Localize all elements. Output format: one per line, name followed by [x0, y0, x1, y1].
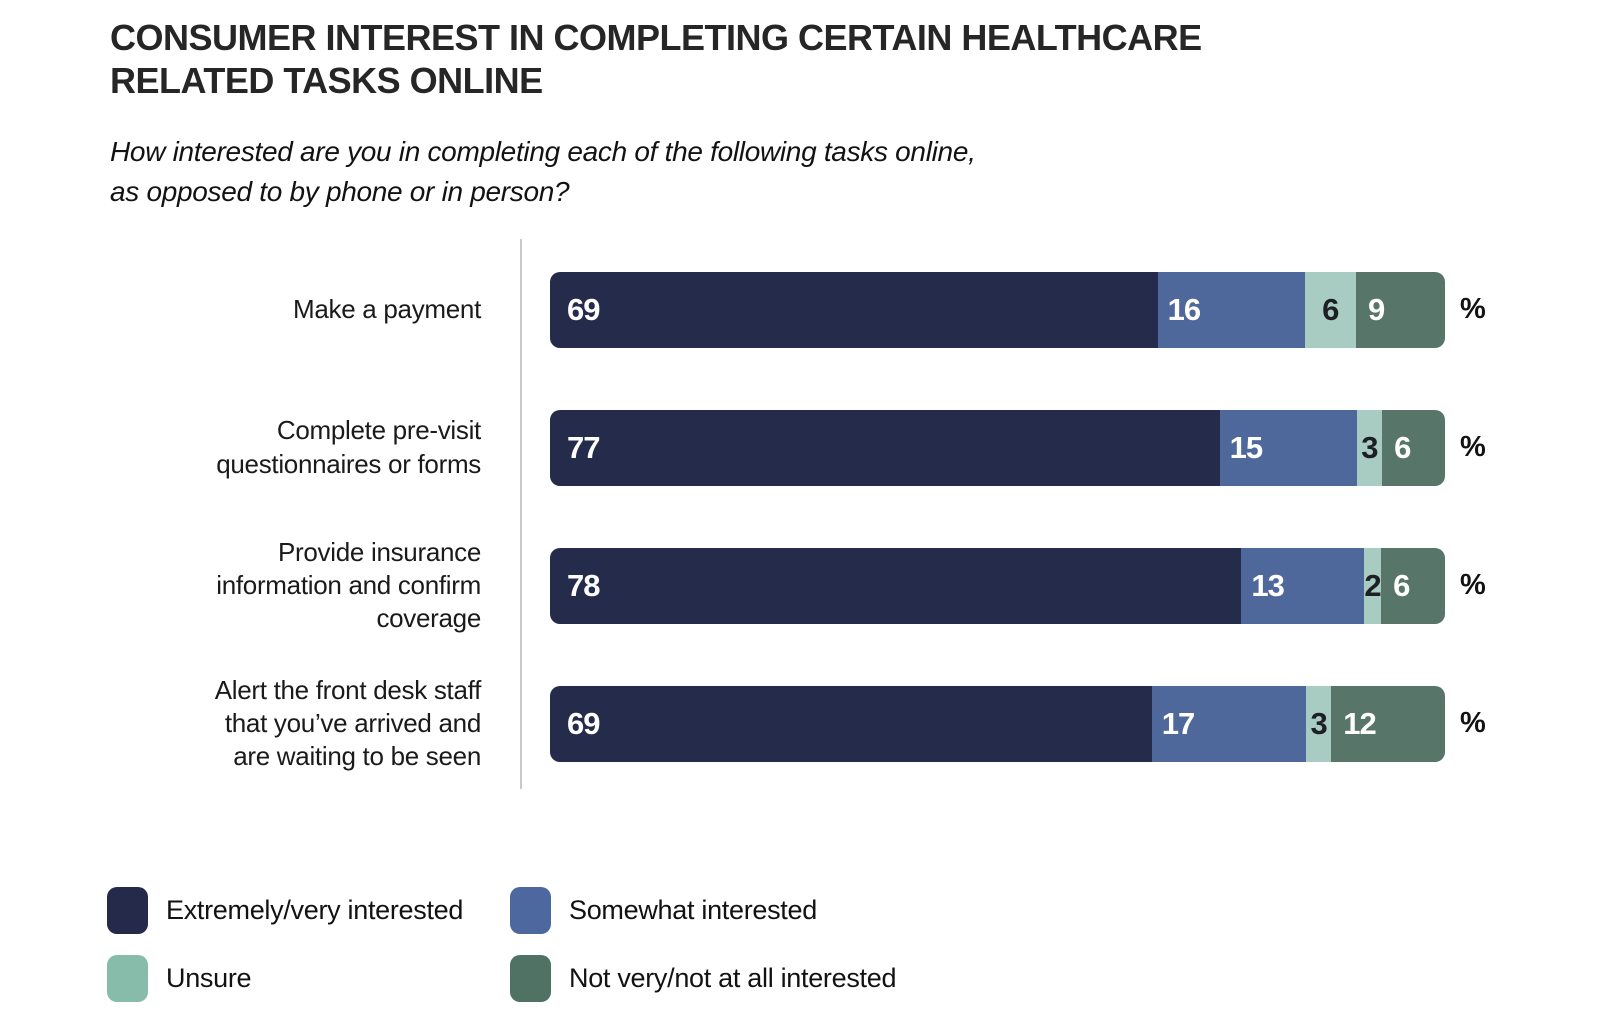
- bar-segment-not-very-not-at-all-interested: 12: [1331, 685, 1445, 762]
- bar-segment-extremely-very-interested: 77: [550, 409, 1220, 486]
- legend-item-extremely-very-interested: Extremely/very interested: [107, 886, 510, 934]
- segment-value-label: 6: [1322, 291, 1339, 327]
- legend-swatch-somewhat-interested: [510, 886, 551, 934]
- bar-segment-not-very-not-at-all-interested: 6: [1382, 409, 1445, 486]
- segment-value-label: 17: [1161, 705, 1195, 741]
- legend-item-not-very-not-at-all-interested: Not very/not at all interested: [510, 954, 897, 1002]
- stacked-bar: 77 15 3 6: [550, 409, 1445, 486]
- bar-segment-not-very-not-at-all-interested: 9: [1355, 271, 1445, 348]
- category-label: Provide insurance information and confirm…: [216, 536, 481, 634]
- stacked-bar: 69 16 6 9: [550, 271, 1445, 348]
- legend-label: Not very/not at all interested: [569, 962, 897, 993]
- bar-segment-somewhat-interested: 15: [1219, 409, 1357, 486]
- segment-value-label: 9: [1367, 291, 1385, 327]
- bar-row: 69 16 6 9%: [550, 271, 1486, 348]
- category-label-row: Provide insurance information and confirm…: [0, 537, 481, 634]
- segment-value-label: 77: [567, 429, 600, 465]
- segment-value-label: 69: [567, 291, 600, 327]
- percent-unit-label: %: [1460, 431, 1486, 464]
- legend-item-somewhat-interested: Somewhat interested: [510, 886, 896, 934]
- bar-segment-extremely-very-interested: 69: [550, 685, 1152, 762]
- legend-item-unsure: Unsure: [107, 954, 510, 1002]
- category-label: Complete pre-visit questionnaires or form…: [216, 415, 481, 479]
- segment-value-label: 78: [567, 567, 600, 603]
- category-labels-column: Make a payment Complete pre-visit question…: [0, 239, 520, 789]
- stacked-bar: 78 13 2 6: [550, 547, 1445, 624]
- bar-segment-somewhat-interested: 17: [1151, 685, 1306, 762]
- segment-value-label: 69: [567, 705, 600, 741]
- category-label-row: Make a payment: [0, 272, 481, 348]
- segment-value-label: 16: [1167, 291, 1201, 327]
- segment-value-label: 3: [1310, 705, 1327, 741]
- chart-title-line-1: CONSUMER INTEREST IN COMPLETING CERTAIN …: [110, 17, 1202, 58]
- bar-row: 78 13 2 6%: [550, 547, 1486, 624]
- bar-segment-somewhat-interested: 16: [1157, 271, 1305, 348]
- segment-value-label: 3: [1361, 429, 1378, 465]
- legend-label: Extremely/very interested: [166, 894, 464, 925]
- bar-segment-unsure: 3: [1305, 685, 1332, 762]
- chart-subtitle: How interested are you in completing eac…: [0, 132, 1600, 210]
- stacked-bar-chart: Make a payment Complete pre-visit question…: [0, 238, 1600, 789]
- bar-segment-unsure: 6: [1304, 271, 1356, 348]
- legend-swatch-not-very-not-at-all-interested: [510, 954, 551, 1002]
- segment-value-label: 6: [1393, 567, 1410, 603]
- percent-unit-label: %: [1460, 569, 1486, 602]
- legend: Extremely/very interested Somewhat intere…: [107, 886, 897, 1002]
- category-label: Make a payment: [292, 294, 481, 325]
- segment-value-label: 13: [1251, 567, 1284, 603]
- legend-swatch-extremely-very-interested: [107, 886, 148, 934]
- bar-segment-unsure: 3: [1356, 409, 1383, 486]
- bar-segment-extremely-very-interested: 69: [550, 271, 1158, 348]
- bar-segment-extremely-very-interested: 78: [550, 547, 1242, 624]
- percent-unit-label: %: [1460, 707, 1486, 740]
- legend-swatch-unsure: [107, 954, 148, 1002]
- segment-value-label: 12: [1343, 705, 1376, 741]
- category-label-row: Alert the front desk staff that you’ve ar…: [0, 675, 482, 772]
- percent-unit-label: %: [1460, 293, 1486, 326]
- bar-segment-unsure: 2: [1363, 547, 1382, 624]
- legend-label: Somewhat interested: [569, 894, 817, 925]
- segment-value-label: 6: [1394, 429, 1411, 465]
- chart-subtitle-line-1: How interested are you in completing eac…: [110, 136, 976, 168]
- stacked-bar: 69 17 3 12: [550, 685, 1445, 762]
- legend-label: Unsure: [166, 962, 252, 993]
- bar-segment-not-very-not-at-all-interested: 6: [1381, 547, 1445, 624]
- chart-title: CONSUMER INTEREST IN COMPLETING CERTAIN …: [0, 0, 1600, 102]
- segment-value-label: 15: [1229, 429, 1263, 465]
- bar-row: 77 15 3 6%: [550, 409, 1486, 486]
- chart-subtitle-line-2: as opposed to by phone or in person?: [110, 175, 570, 207]
- segment-value-label: 2: [1364, 567, 1381, 603]
- chart-title-line-2: RELATED TASKS ONLINE: [110, 60, 543, 102]
- bar-segment-somewhat-interested: 13: [1241, 547, 1364, 624]
- category-label: Alert the front desk staff that you’ve ar…: [214, 674, 482, 772]
- plot-area: 69 16 6 9% 77 15 3 6% 78 13 2 6% 69 17 3 12%: [520, 238, 1486, 789]
- category-label-row: Complete pre-visit questionnaires or form…: [0, 410, 481, 486]
- bar-row: 69 17 3 12%: [550, 685, 1486, 762]
